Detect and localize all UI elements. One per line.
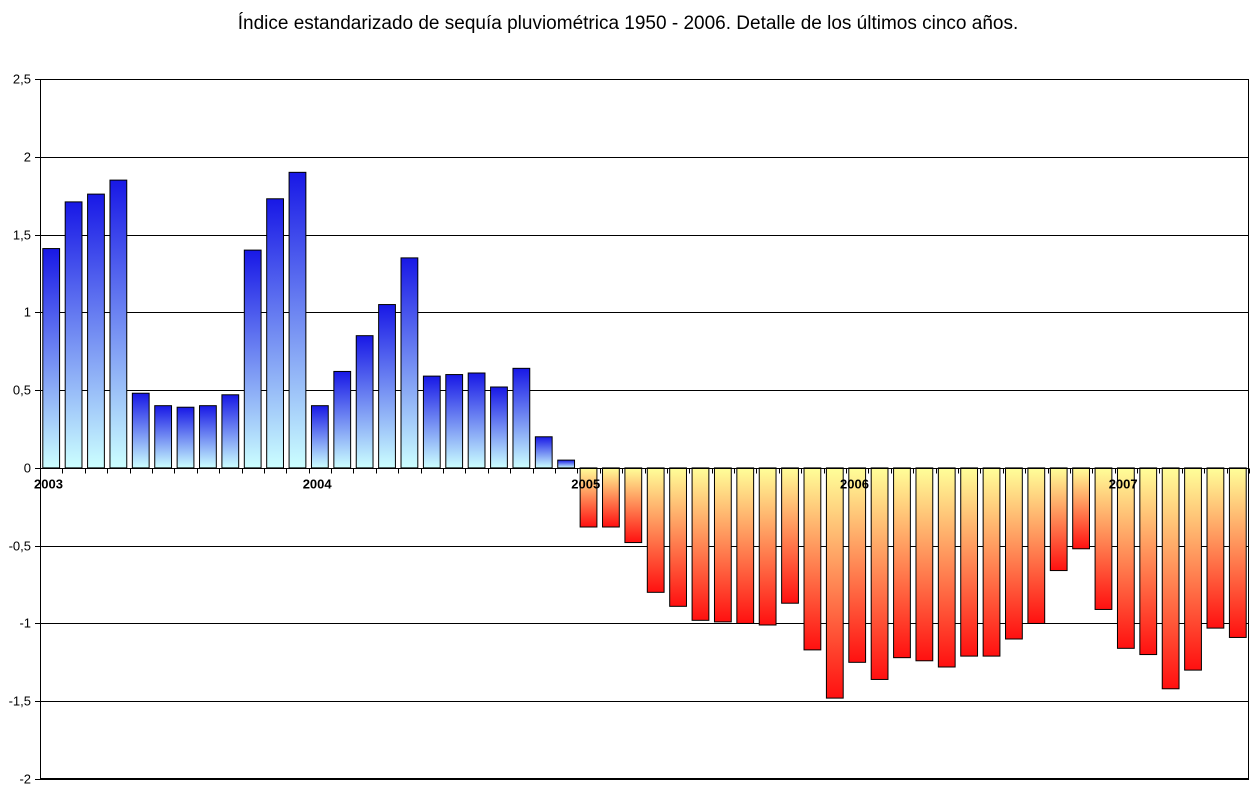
bar [982, 467, 1001, 657]
y-tick-label: 0 [24, 461, 31, 476]
bar [893, 467, 911, 659]
bar [758, 467, 777, 626]
bar [221, 394, 240, 469]
y-tick-label: 1,5 [13, 228, 31, 243]
tick-labels: 2,5 2 1,5 1 0,5 0 -0,5 -1 -1,5 -2 2003 2004 2005 2006… [9, 72, 1138, 787]
bar [266, 198, 284, 469]
bar [1184, 467, 1202, 671]
bar [870, 467, 889, 680]
bars [42, 171, 1247, 699]
bar [310, 405, 329, 469]
bar [803, 467, 822, 651]
bar [467, 372, 486, 469]
bar [512, 367, 531, 469]
bar [781, 467, 799, 604]
x-tick-label: 2003 [34, 477, 63, 492]
y-tick-label: 0,5 [13, 383, 31, 398]
bar [669, 467, 687, 607]
y-tick-label: -1,5 [9, 694, 31, 709]
bar [199, 405, 217, 469]
bar [176, 406, 195, 469]
bar [288, 171, 307, 469]
bar [109, 179, 128, 469]
x-tick-label: 2006 [840, 477, 869, 492]
bar [579, 467, 598, 528]
bar [445, 374, 464, 469]
y-tick-label: -1 [19, 616, 31, 631]
y-tick-label: 2,5 [13, 72, 31, 87]
bar [1072, 467, 1090, 550]
bar [557, 459, 576, 469]
bar [64, 201, 83, 469]
y-tick-label: 1 [24, 305, 31, 320]
bar [646, 467, 665, 593]
bar [848, 467, 867, 663]
plot-frame [40, 79, 1249, 779]
x-tick-label: 2004 [303, 477, 333, 492]
bar [1094, 467, 1113, 610]
bar [736, 467, 755, 624]
bar [915, 467, 934, 662]
bar [87, 193, 105, 469]
x-tick-label: 2005 [571, 477, 600, 492]
bar [490, 386, 508, 469]
bar [1116, 467, 1135, 649]
bar [937, 467, 956, 668]
bar [154, 405, 173, 469]
bar [534, 436, 553, 469]
bar [1005, 467, 1023, 640]
bar [422, 375, 441, 469]
bar [691, 467, 710, 621]
bar [243, 249, 262, 469]
chart-title: Índice estandarizado de sequía pluviomét… [237, 13, 1019, 34]
y-tick-label: -0,5 [9, 539, 31, 554]
bar [1206, 467, 1225, 629]
x-tick-label: 2007 [1109, 477, 1138, 492]
y-tick-label: -2 [19, 772, 31, 787]
bar [378, 304, 396, 469]
bar [42, 248, 61, 469]
bar [602, 467, 620, 528]
bar [960, 467, 979, 657]
bar [624, 467, 643, 544]
bar [1161, 467, 1180, 690]
bar [713, 467, 732, 623]
bar [131, 392, 150, 469]
bar [825, 467, 844, 699]
bar [400, 257, 419, 469]
bar [1049, 467, 1068, 572]
bar [1139, 467, 1158, 656]
gridlines [40, 79, 1249, 780]
bar [355, 335, 374, 469]
bar [1027, 467, 1046, 624]
y-tick-label: 2 [24, 150, 31, 165]
axes [35, 79, 1250, 780]
bar [333, 370, 352, 469]
bar [1228, 467, 1247, 638]
